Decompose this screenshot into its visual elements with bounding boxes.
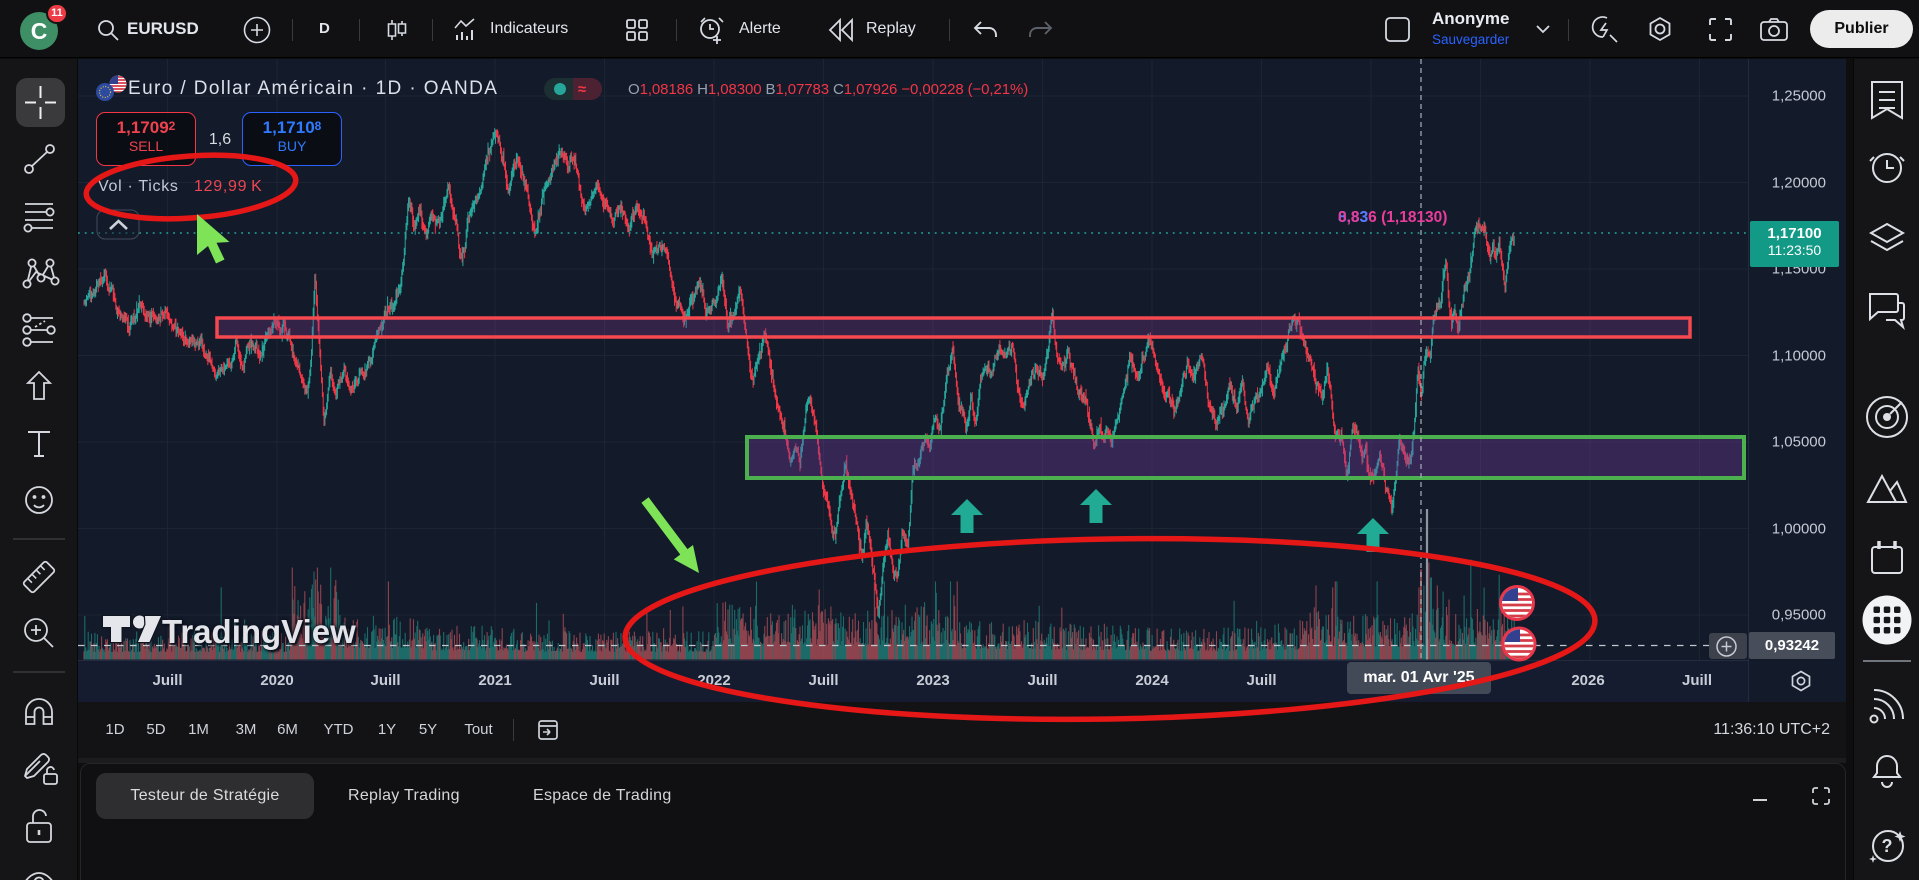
svg-text:≈: ≈ xyxy=(578,81,586,98)
svg-text:?: ? xyxy=(1882,836,1893,856)
